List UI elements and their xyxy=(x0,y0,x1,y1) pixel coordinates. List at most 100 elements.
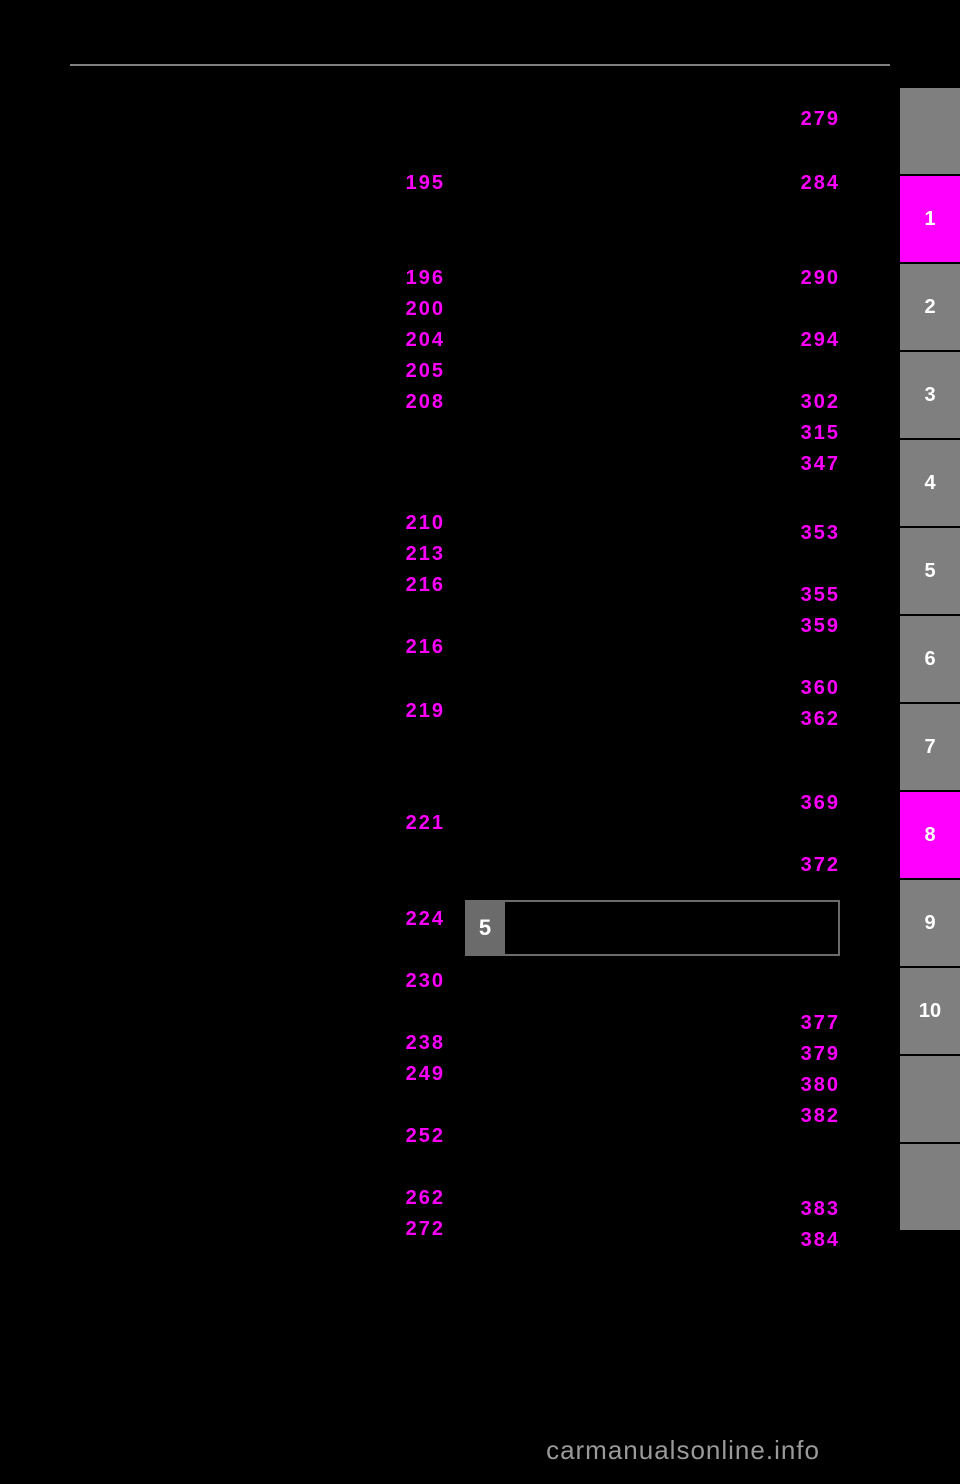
content-area: 195 196 200 204 205 208 210 213 216 216 … xyxy=(70,80,840,1280)
page-number[interactable]: 213 xyxy=(385,543,445,566)
side-tab-8[interactable]: 8 xyxy=(900,792,960,880)
toc-entry: 230 xyxy=(385,968,445,998)
toc-entry: 213 xyxy=(385,541,445,571)
toc-entry: 208 xyxy=(385,389,445,419)
page-number[interactable]: 208 xyxy=(385,391,445,414)
side-tab-6[interactable]: 6 xyxy=(900,616,960,704)
side-tab-3[interactable]: 3 xyxy=(900,352,960,440)
page-number[interactable]: 347 xyxy=(780,453,840,476)
page-number[interactable]: 205 xyxy=(385,360,445,383)
page-number[interactable]: 224 xyxy=(385,908,445,931)
page-number[interactable]: 382 xyxy=(780,1105,840,1128)
page-number[interactable]: 380 xyxy=(780,1074,840,1097)
side-tab-2[interactable]: 2 xyxy=(900,264,960,352)
page-number[interactable]: 369 xyxy=(780,792,840,815)
page-number[interactable]: 372 xyxy=(780,854,840,877)
page-number[interactable]: 196 xyxy=(385,267,445,290)
tab-label: 4 xyxy=(924,472,935,495)
page-number[interactable]: 230 xyxy=(385,970,445,993)
page-number[interactable]: 195 xyxy=(385,172,445,195)
toc-entry: 216 xyxy=(385,572,445,602)
page-number[interactable]: 216 xyxy=(385,574,445,597)
toc-entry: 205 xyxy=(385,358,445,388)
side-tab-7[interactable]: 7 xyxy=(900,704,960,792)
page-number[interactable]: 262 xyxy=(385,1187,445,1210)
tab-label: 10 xyxy=(919,1000,941,1023)
toc-entry: 204 xyxy=(385,327,445,357)
toc-entry: 294 xyxy=(780,327,840,357)
toc-entry: 238 xyxy=(385,1030,445,1060)
toc-entry: 383 xyxy=(780,1196,840,1226)
page-number[interactable]: 204 xyxy=(385,329,445,352)
toc-entry: 379 xyxy=(780,1041,840,1071)
page-number[interactable]: 362 xyxy=(780,708,840,731)
toc-entry: 369 xyxy=(780,790,840,820)
page-number[interactable]: 377 xyxy=(780,1012,840,1035)
page-number[interactable]: 302 xyxy=(780,391,840,414)
page-number[interactable]: 355 xyxy=(780,584,840,607)
page-number[interactable]: 360 xyxy=(780,677,840,700)
section-number: 5 xyxy=(465,900,505,956)
page-number[interactable]: 219 xyxy=(385,700,445,723)
toc-entry: 302 xyxy=(780,389,840,419)
left-column: 195 196 200 204 205 208 210 213 216 216 … xyxy=(70,80,445,1280)
toc-entry: 353 xyxy=(780,520,840,550)
page-number[interactable]: 249 xyxy=(385,1063,445,1086)
page-number[interactable]: 383 xyxy=(780,1198,840,1221)
page-number[interactable]: 353 xyxy=(780,522,840,545)
toc-entry: 360 xyxy=(780,675,840,705)
toc-entry: 224 xyxy=(385,906,445,936)
toc-entry: 315 xyxy=(780,420,840,450)
toc-entry: 195 xyxy=(385,170,445,200)
toc-entry: 362 xyxy=(780,706,840,736)
side-tab-blank[interactable] xyxy=(900,1056,960,1144)
page-number[interactable]: 221 xyxy=(385,812,445,835)
side-tab-1[interactable]: 1 xyxy=(900,176,960,264)
tab-label: 3 xyxy=(924,384,935,407)
tab-label: 5 xyxy=(924,560,935,583)
toc-entry: 377 xyxy=(780,1010,840,1040)
page-number[interactable]: 272 xyxy=(385,1218,445,1241)
page-number[interactable]: 200 xyxy=(385,298,445,321)
page-number[interactable]: 284 xyxy=(780,172,840,195)
page-number[interactable]: 359 xyxy=(780,615,840,638)
toc-entry: 347 xyxy=(780,451,840,481)
toc-entry: 219 xyxy=(385,698,445,728)
toc-entry: 290 xyxy=(780,265,840,295)
page-number[interactable]: 384 xyxy=(780,1229,840,1252)
side-tab-10[interactable]: 10 xyxy=(900,968,960,1056)
tab-label: 6 xyxy=(924,648,935,671)
side-tab-5[interactable]: 5 xyxy=(900,528,960,616)
page-number[interactable]: 216 xyxy=(385,636,445,659)
side-tab-blank[interactable] xyxy=(900,1144,960,1232)
section-title-box xyxy=(505,900,840,956)
toc-entry: 382 xyxy=(780,1103,840,1133)
page-number[interactable]: 252 xyxy=(385,1125,445,1148)
toc-entry: 384 xyxy=(780,1227,840,1257)
page-number[interactable]: 279 xyxy=(780,108,840,131)
page-number[interactable]: 290 xyxy=(780,267,840,290)
toc-entry: 252 xyxy=(385,1123,445,1153)
page-number[interactable]: 238 xyxy=(385,1032,445,1055)
tab-label: 8 xyxy=(924,824,935,847)
toc-entry: 359 xyxy=(780,613,840,643)
side-tab-4[interactable]: 4 xyxy=(900,440,960,528)
section-header: 5 xyxy=(465,900,840,956)
page-number[interactable]: 379 xyxy=(780,1043,840,1066)
side-tab-blank[interactable] xyxy=(900,88,960,176)
page-number[interactable]: 315 xyxy=(780,422,840,445)
footer-watermark: carmanualsonline.info xyxy=(546,1435,820,1466)
toc-entry: 262 xyxy=(385,1185,445,1215)
toc-entry: 210 xyxy=(385,510,445,540)
toc-entry: 355 xyxy=(780,582,840,612)
right-column: 279 284 290 294 302 315 347 353 355 359 … xyxy=(465,80,840,1280)
side-tab-9[interactable]: 9 xyxy=(900,880,960,968)
tab-label: 9 xyxy=(924,912,935,935)
page-number[interactable]: 210 xyxy=(385,512,445,535)
toc-entry: 249 xyxy=(385,1061,445,1091)
toc-entry: 380 xyxy=(780,1072,840,1102)
toc-entry: 284 xyxy=(780,170,840,200)
tab-label: 7 xyxy=(924,736,935,759)
page-number[interactable]: 294 xyxy=(780,329,840,352)
toc-entry: 372 xyxy=(780,852,840,882)
